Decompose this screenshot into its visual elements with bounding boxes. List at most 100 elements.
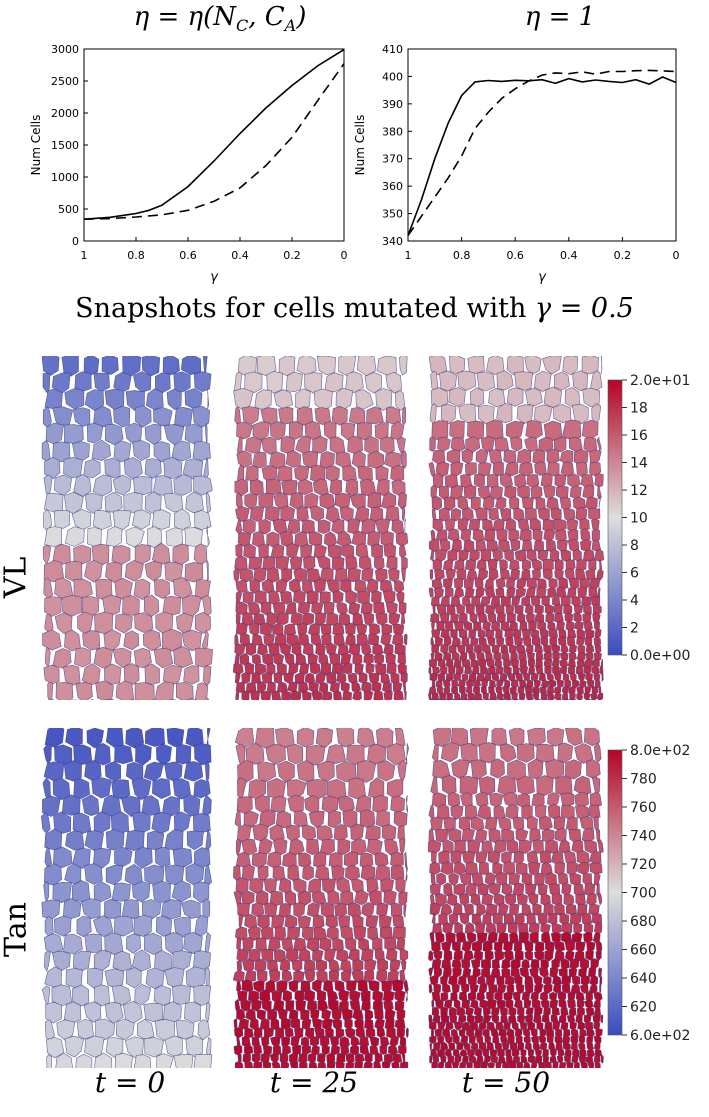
cell [534, 612, 545, 623]
cell [584, 686, 592, 695]
cell [508, 1061, 517, 1068]
cell [206, 525, 210, 548]
cell [554, 1035, 563, 1045]
cell [499, 672, 508, 682]
cell [328, 959, 341, 973]
cell [186, 830, 204, 851]
cell [437, 672, 446, 682]
tissue-tan-t25 [232, 728, 410, 1068]
cell [48, 698, 55, 700]
cell [164, 829, 184, 851]
cell [383, 451, 401, 469]
cell [254, 590, 267, 605]
cell [518, 462, 534, 477]
cell [572, 496, 586, 510]
cell [337, 838, 351, 855]
cell [357, 590, 371, 605]
cell [263, 878, 278, 894]
cell [530, 484, 543, 500]
cell [320, 902, 334, 918]
cell [465, 644, 474, 654]
cell [564, 759, 582, 780]
cell [381, 623, 393, 637]
colorbar-tick-label: 6.0e+02 [630, 1028, 690, 1044]
cell [172, 950, 192, 971]
cell [342, 809, 358, 828]
cell [586, 893, 597, 906]
cell [458, 892, 470, 906]
cell [574, 743, 594, 764]
colorbar-tick-label: 8.0e+02 [630, 743, 690, 759]
cell [285, 824, 300, 842]
cell [114, 1052, 133, 1068]
cell [558, 1061, 567, 1068]
cell [236, 948, 249, 962]
cell [488, 828, 501, 843]
cell [318, 653, 329, 666]
cell [335, 387, 354, 411]
cell [540, 679, 550, 688]
cell [463, 1042, 471, 1052]
cell [372, 990, 384, 1003]
cell [383, 643, 394, 656]
cell [62, 898, 82, 920]
cell [112, 474, 132, 496]
cell [380, 672, 391, 685]
cell [393, 811, 408, 828]
cell [463, 484, 477, 500]
cell [251, 902, 265, 918]
cell [313, 388, 333, 411]
cell [570, 1028, 579, 1038]
cell [383, 1053, 393, 1064]
cell [202, 898, 211, 920]
cell [584, 839, 598, 854]
left-chart-title: η = η(NC, CA) [133, 2, 307, 36]
cell [461, 999, 471, 1009]
cell [584, 629, 595, 640]
cell [244, 436, 262, 454]
cell [440, 1014, 450, 1024]
colorbar-tick-label: 620 [630, 1000, 657, 1016]
cell [192, 405, 211, 428]
cell [400, 1061, 409, 1068]
cell [344, 622, 356, 637]
cell [489, 792, 504, 808]
cell [381, 1060, 391, 1068]
cell [309, 505, 325, 522]
cell [301, 519, 315, 535]
cell [474, 644, 483, 654]
cell [288, 663, 299, 675]
cell [499, 568, 511, 580]
cell [433, 966, 443, 978]
cell [546, 792, 560, 808]
cell [586, 679, 595, 688]
cell [446, 893, 458, 906]
cell [542, 356, 562, 375]
cell [557, 872, 569, 886]
cell [241, 672, 251, 684]
cell [300, 1009, 310, 1021]
cell-mesh [232, 356, 409, 700]
cell [456, 568, 467, 581]
cell [382, 990, 395, 1002]
cell [576, 1006, 585, 1017]
cell [500, 1014, 509, 1024]
cell [490, 758, 505, 779]
cell [429, 436, 436, 452]
cell [73, 778, 91, 799]
cell [571, 975, 581, 986]
cell [428, 686, 437, 695]
cell [165, 527, 183, 547]
cell [509, 559, 520, 571]
cell [392, 623, 405, 637]
cell [245, 682, 257, 694]
cell [436, 698, 443, 700]
cell [169, 698, 177, 700]
cell [492, 1035, 500, 1045]
cell [394, 1018, 406, 1030]
y-tick-label: 410 [382, 43, 403, 56]
cell [302, 864, 314, 881]
cell [143, 761, 164, 782]
cell [578, 1042, 586, 1051]
cell [185, 491, 204, 514]
